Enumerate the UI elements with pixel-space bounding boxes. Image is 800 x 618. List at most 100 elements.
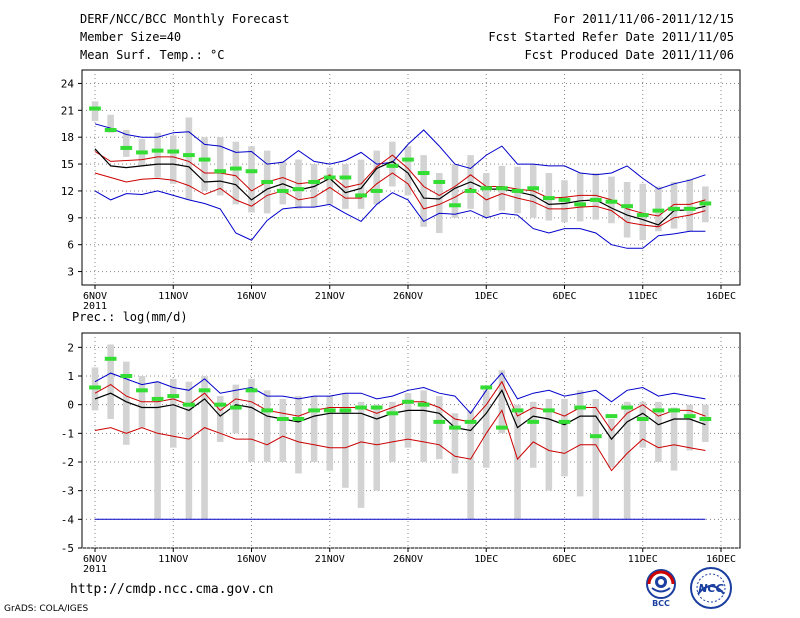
temp-median-marker [464, 188, 477, 193]
temp-series-lower [94, 172, 706, 228]
temp-median-marker [496, 186, 508, 191]
prec-member-box [107, 344, 114, 419]
temp-median-marker [621, 204, 633, 209]
temp-median-marker [89, 106, 101, 111]
temp-median-marker [308, 179, 320, 184]
temp-series-upper [94, 151, 706, 217]
temp-median-marker [214, 169, 227, 174]
temp-median-marker [605, 199, 618, 204]
prec-median-marker [496, 425, 508, 430]
prec-member-box [702, 404, 709, 442]
prec-xtick-label: 6NOV [83, 554, 107, 565]
temp-member-box [248, 146, 255, 213]
temp-xtick-label: 26NOV [393, 291, 423, 302]
prec-median-marker [245, 388, 258, 393]
prec-member-box [561, 398, 568, 477]
temp-median-marker [292, 187, 305, 192]
prec-ytick-label: 0 [67, 399, 74, 412]
temp-median-marker [668, 206, 680, 211]
prec-member-box [420, 390, 427, 462]
temp-median-marker [339, 175, 352, 180]
temp-median-marker [433, 179, 446, 184]
prec-median-marker [699, 417, 712, 421]
prec-member-box [310, 396, 318, 462]
temp-member-box [201, 137, 208, 191]
prec-median-marker [104, 356, 117, 361]
temp-median-marker [558, 197, 571, 202]
prec-series-mean [94, 389, 706, 441]
prec-median-marker [527, 419, 540, 424]
temp-xtick-label: 6NOV [83, 291, 107, 302]
prec-member-box [592, 398, 600, 520]
prec-median-marker [183, 402, 195, 407]
temp-xtick-label: 21NOV [315, 291, 345, 302]
prec-median-marker [574, 405, 587, 410]
prec-median-marker [120, 374, 133, 378]
prec-xtick-label: 26NOV [393, 554, 423, 565]
prec-member-box [623, 401, 631, 520]
temp-median-marker [261, 179, 274, 184]
bcc-logo: BCC [646, 569, 676, 608]
ncc-logo-text: NCC [698, 582, 723, 595]
temp-median-marker [370, 188, 383, 193]
temp-member-box [420, 155, 427, 227]
temp-member-box [404, 146, 412, 196]
prec-median-marker [167, 394, 180, 399]
prec-member-box [263, 390, 271, 462]
prec-xtick-label: 16DEC [706, 554, 736, 565]
prec-median-marker [229, 405, 242, 410]
prec-median-marker [480, 385, 493, 390]
temp-xtick-label: 11NOV [158, 291, 188, 302]
temp-median-marker [245, 169, 258, 174]
prec-median-marker [605, 414, 618, 419]
temp-member-box [592, 173, 600, 220]
temp-member-box [326, 167, 334, 205]
prec-member-box [514, 404, 521, 520]
prec-year-label: 2011 [83, 564, 107, 575]
prec-member-box [201, 376, 208, 520]
prec-ytick-label: -1 [61, 427, 74, 440]
prec-median-marker [402, 399, 414, 404]
prec-member-box [576, 390, 584, 497]
started-refer-date-label: Fcst Started Refer Date 2011/11/05 [488, 30, 734, 44]
temp-median-marker [589, 197, 602, 202]
temp-median-marker [480, 186, 493, 191]
prec-median-marker [89, 385, 101, 390]
prec-median-marker [386, 411, 399, 416]
temp-member-box [670, 181, 678, 229]
prec-median-marker [636, 417, 649, 421]
temp-median-marker [683, 206, 696, 211]
temp-ytick-label: 3 [67, 266, 74, 279]
prec-member-box [342, 393, 349, 488]
prec-series-max [94, 372, 706, 415]
temp-member-box [639, 183, 647, 241]
temp-member-box [310, 164, 318, 208]
prec-ytick-label: -3 [61, 485, 74, 498]
prec-median-marker [683, 414, 696, 419]
prec-ytick-label: -4 [61, 513, 75, 526]
temp-xtick-label: 16NOV [236, 291, 266, 302]
bcc-logo-text: BCC [652, 599, 670, 608]
prec-member-box [185, 381, 193, 520]
temp-median-marker [511, 188, 524, 193]
temp-median-marker [120, 145, 133, 150]
prec-median-marker [558, 419, 571, 424]
prec-member-box [169, 378, 177, 448]
prec-ytick-label: 2 [67, 341, 74, 354]
prec-series-lower [94, 409, 706, 472]
temp-median-marker [417, 171, 430, 176]
prec-median-marker [323, 408, 336, 413]
temp-median-marker [104, 128, 117, 133]
prec-member-box [295, 396, 302, 474]
temp-median-marker [574, 202, 587, 207]
prec-member-box [686, 404, 693, 451]
prec-median-marker [308, 408, 320, 413]
prec-median-marker [198, 388, 211, 393]
prec-member-box [154, 381, 161, 520]
produced-date-label: Fcst Produced Date 2011/11/06 [524, 48, 734, 62]
prec-xtick-label: 1DEC [474, 554, 498, 565]
prec-member-box [608, 419, 615, 468]
temp-median-marker [542, 196, 555, 201]
prec-member-box [373, 404, 380, 491]
temp-series-mean [94, 148, 706, 226]
